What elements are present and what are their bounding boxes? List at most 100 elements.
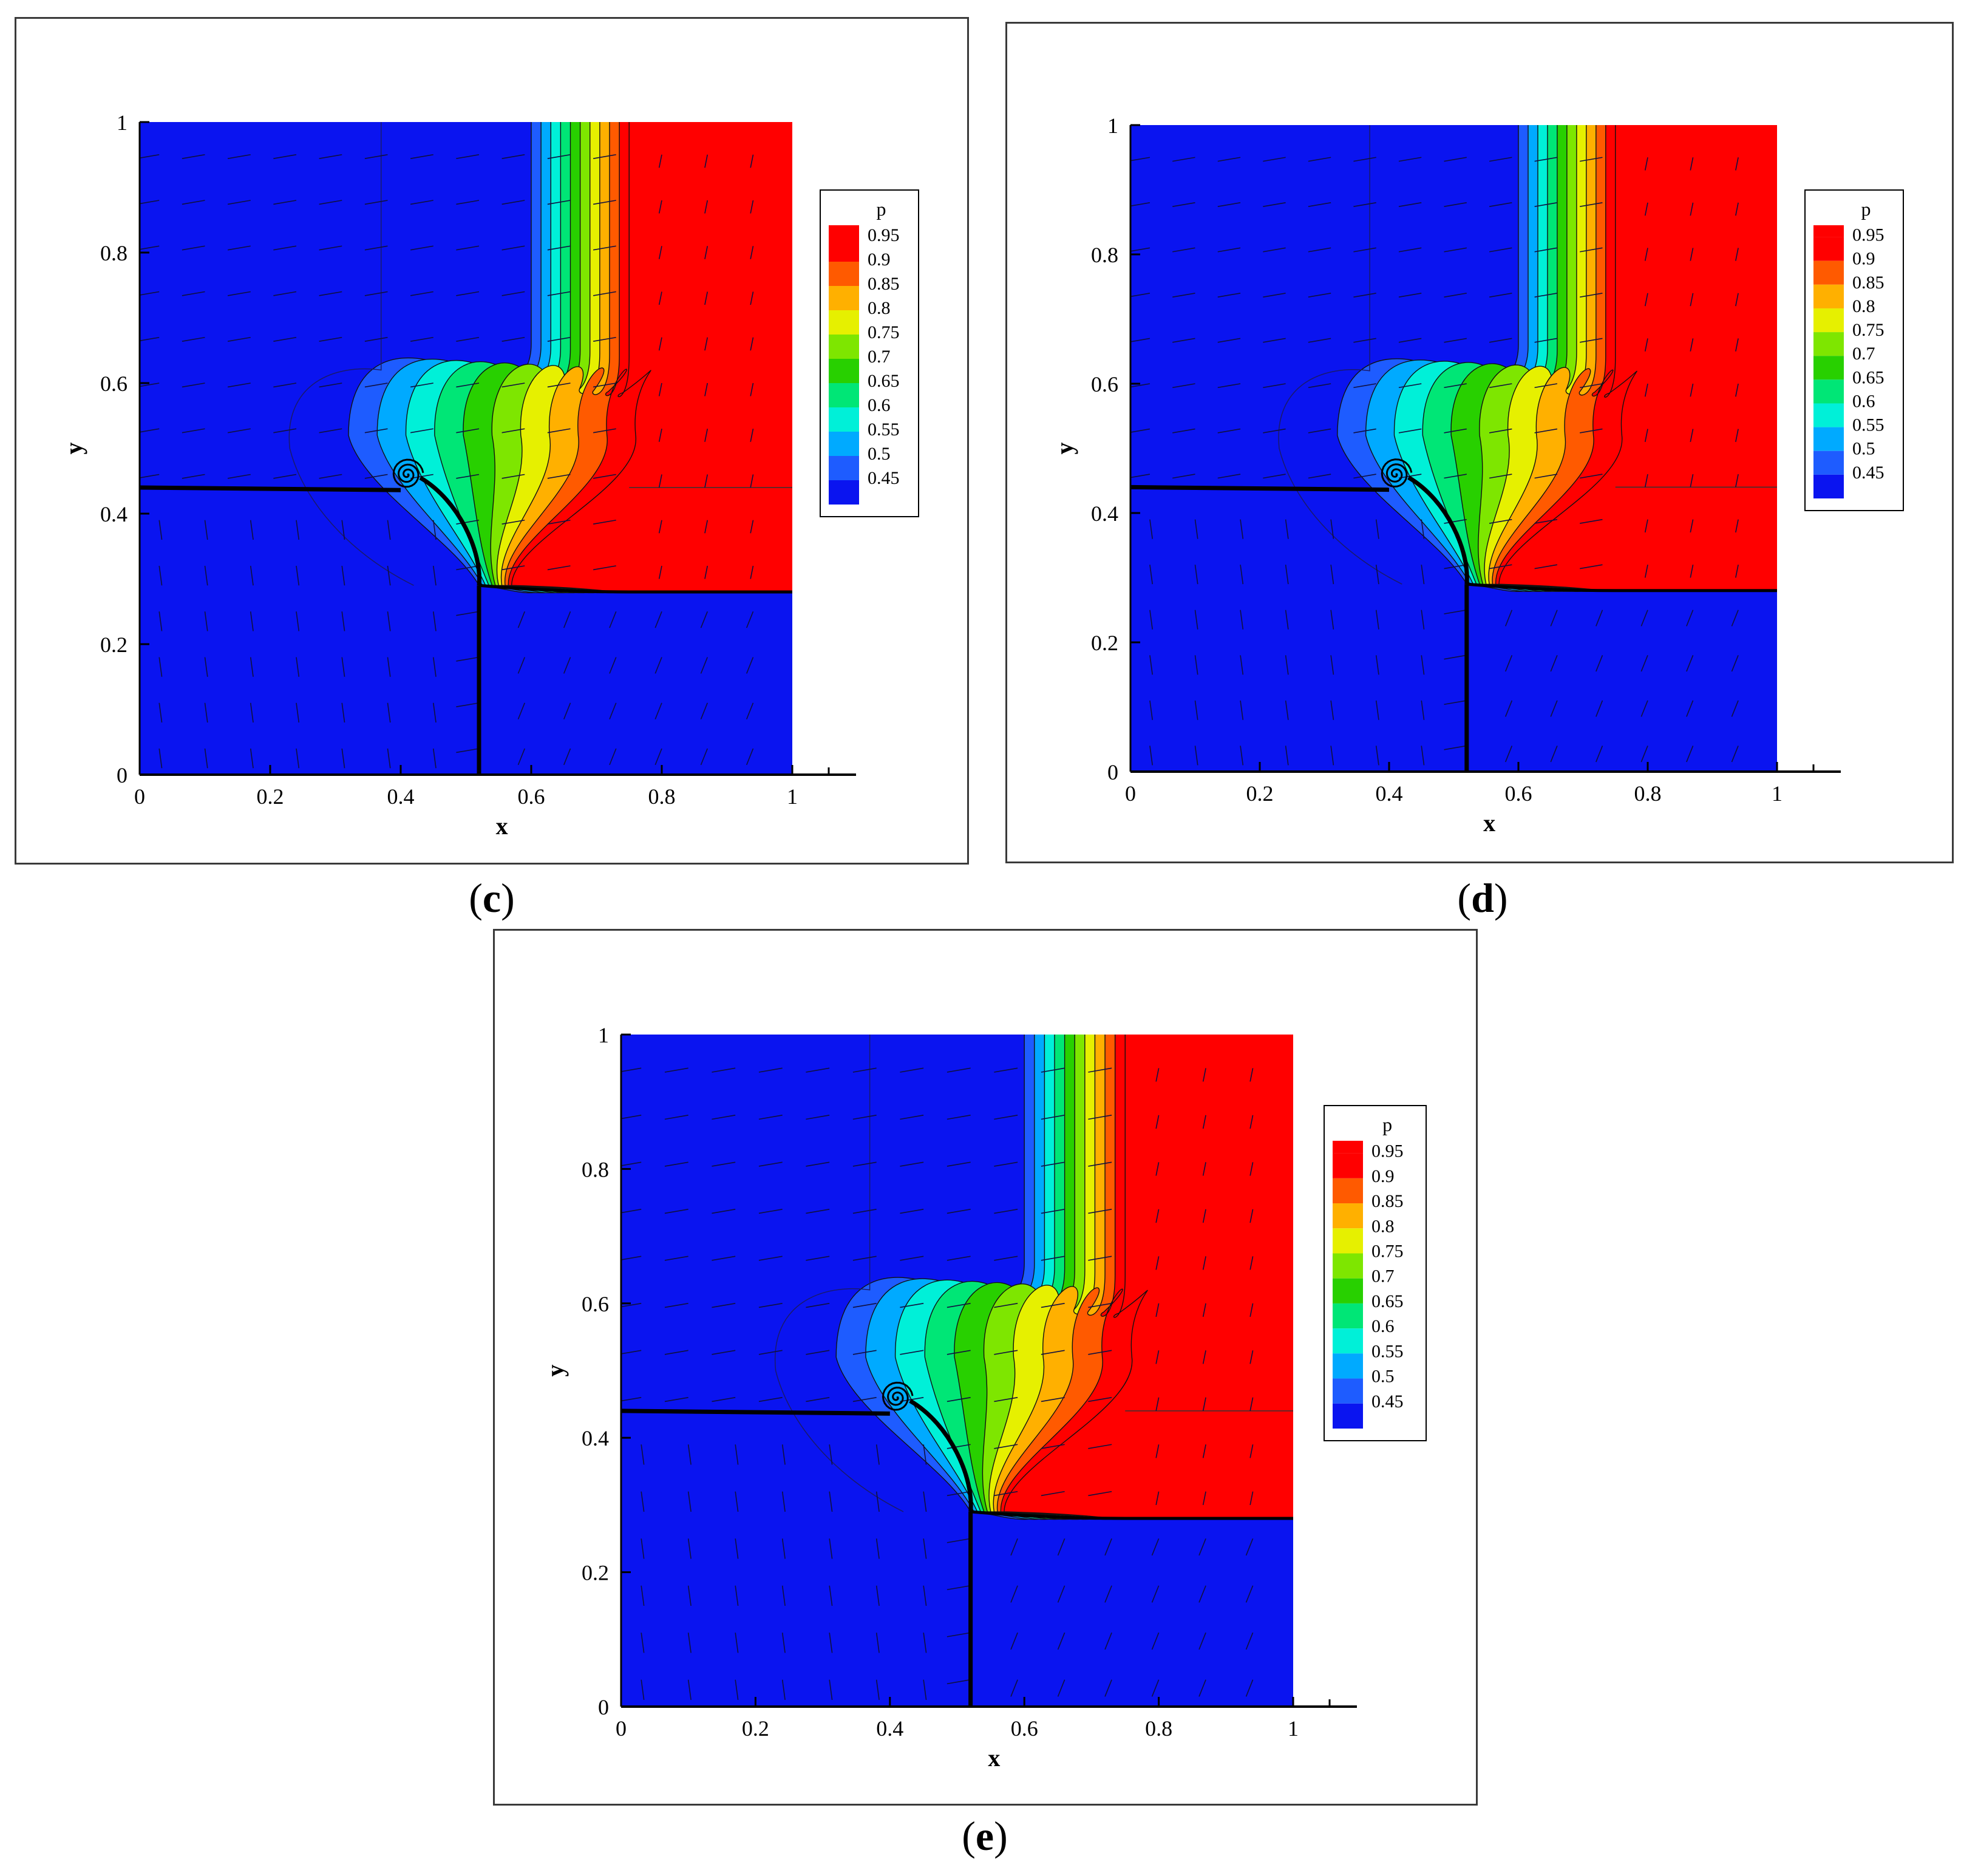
velocity-arrow [1155, 1115, 1160, 1129]
velocity-arrow [1198, 1632, 1206, 1650]
velocity-arrow [609, 611, 617, 628]
velocity-arrow [1041, 1396, 1065, 1402]
velocity-arrow [1398, 247, 1422, 253]
velocity-arrow [923, 1585, 927, 1606]
velocity-arrow [641, 1491, 645, 1512]
velocity-arrow [1088, 1396, 1112, 1402]
velocity-arrow [456, 428, 480, 433]
velocity-arrow [829, 1679, 833, 1701]
velocity-arrow [781, 1444, 786, 1465]
velocity-arrow [1249, 1115, 1254, 1129]
velocity-arrow [829, 1585, 833, 1606]
velocity-arrow [1375, 565, 1379, 585]
velocity-arrow [654, 611, 662, 628]
vortex-spiral [882, 1381, 914, 1411]
velocity-arrow [1194, 746, 1198, 766]
velocity-arrow [687, 1679, 692, 1701]
curved-shock [909, 1399, 973, 1512]
velocity-arrow [1151, 1679, 1160, 1697]
velocity-arrow [1330, 655, 1334, 675]
velocity-arrow [654, 657, 662, 674]
velocity-arrow [994, 1115, 1018, 1120]
x-tick-label: 0.4 [1376, 781, 1403, 806]
velocity-arrow [1421, 610, 1425, 630]
velocity-arrow [658, 474, 662, 488]
legend-swatch [829, 383, 859, 407]
velocity-arrow [1202, 1068, 1206, 1082]
velocity-arrow [319, 200, 342, 205]
velocity-arrow [1240, 610, 1244, 630]
velocity-arrow [750, 382, 754, 396]
velocity-arrow [852, 1067, 877, 1073]
velocity-arrow [1644, 202, 1648, 216]
velocity-arrow [1240, 655, 1244, 675]
velocity-arrow [852, 1209, 877, 1214]
velocity-arrow [1194, 610, 1198, 630]
velocity-arrow [1285, 700, 1289, 720]
velocity-arrow [923, 1538, 927, 1559]
velocity-arrow [182, 382, 205, 388]
velocity-arrow [182, 200, 205, 205]
velocity-arrow [994, 1209, 1018, 1214]
contact-discontinuity [1466, 582, 1777, 593]
velocity-arrow [1155, 1209, 1160, 1223]
velocity-arrow [1217, 247, 1241, 253]
velocity-arrow [781, 1679, 786, 1701]
velocity-arrow [273, 200, 297, 205]
legend-swatch [829, 262, 859, 286]
velocity-arrow [1308, 383, 1331, 389]
y-tick-label: 1 [1107, 114, 1118, 138]
velocity-arrow [1489, 247, 1512, 253]
velocity-arrow [1489, 293, 1512, 298]
velocity-arrow [875, 1491, 880, 1512]
velocity-arrow [1249, 1162, 1254, 1176]
velocity-arrow [1308, 293, 1331, 298]
y-tick-label: 0 [1107, 760, 1118, 784]
velocity-arrow [758, 1115, 783, 1120]
legend-swatch [1813, 403, 1844, 427]
velocity-arrow [341, 702, 345, 723]
velocity-arrow [735, 1491, 739, 1512]
legend-label: 0.7 [868, 347, 891, 367]
velocity-arrow [182, 245, 205, 251]
velocity-arrow [704, 154, 709, 168]
velocity-arrow [456, 656, 480, 662]
velocity-arrow [1534, 564, 1558, 569]
legend-label: 0.5 [1371, 1367, 1395, 1387]
velocity-arrow [806, 1350, 830, 1355]
velocity-arrow [1580, 383, 1603, 389]
velocity-arrow [1596, 700, 1603, 717]
x-tick-label: 0.2 [742, 1716, 769, 1741]
velocity-arrow [1489, 157, 1512, 162]
velocity-arrow [547, 519, 571, 525]
velocity-arrow [750, 154, 754, 168]
field-d [1130, 125, 1777, 772]
velocity-arrow [687, 1585, 692, 1606]
legend-swatch [829, 456, 859, 480]
velocity-arrow [1580, 338, 1603, 343]
velocity-arrow [410, 382, 433, 388]
legend-swatch [1813, 237, 1844, 261]
velocity-arrow [1041, 1303, 1065, 1308]
velocity-arrow [182, 336, 205, 342]
velocity-arrow [947, 1632, 971, 1637]
velocity-arrow [1240, 565, 1244, 585]
velocity-arrow [1249, 1444, 1254, 1458]
velocity-arrow [1202, 1350, 1206, 1364]
velocity-arrow [829, 1444, 833, 1465]
velocity-arrow [1155, 1397, 1160, 1412]
velocity-arrow [1198, 1585, 1206, 1603]
velocity-arrow [947, 1067, 971, 1073]
velocity-arrow [501, 474, 525, 479]
velocity-arrow [296, 657, 300, 677]
velocity-arrow [664, 1161, 688, 1167]
velocity-arrow [1398, 383, 1422, 389]
velocity-arrow [1249, 1209, 1254, 1223]
x-tick-label: 0.2 [257, 784, 284, 809]
velocity-arrow [852, 1256, 877, 1261]
velocity-arrow [563, 657, 571, 674]
velocity-arrow [1172, 157, 1195, 162]
velocity-arrow [1249, 1068, 1254, 1082]
legend-label: 0.8 [1852, 296, 1875, 316]
velocity-arrow [387, 565, 391, 586]
